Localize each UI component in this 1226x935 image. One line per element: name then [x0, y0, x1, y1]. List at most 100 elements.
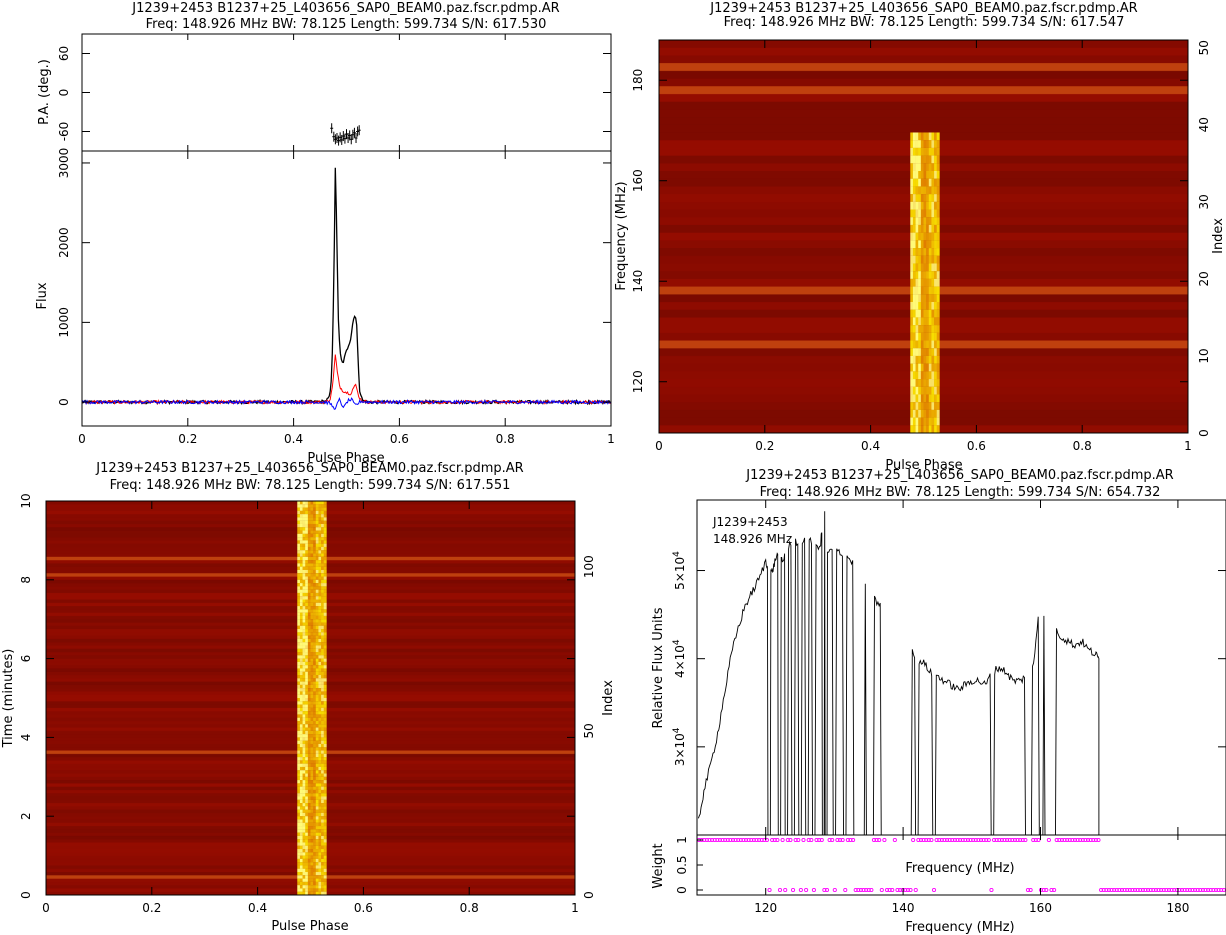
time-pulse-cell: [313, 780, 317, 784]
freq-title-line2: Freq: 148.926 MHz BW: 78.125 Length: 599…: [724, 15, 1125, 30]
time-pulse-cell: [297, 517, 301, 521]
time-ytick-label: 10: [19, 493, 33, 508]
freq-pulse-cell: [920, 232, 924, 241]
freq-pulse-cell: [915, 425, 919, 434]
weight-point: [1062, 837, 1067, 843]
time-pulse-cell: [315, 530, 319, 535]
freq-pulse-cell: [920, 248, 924, 257]
time-pulse-cell: [305, 589, 309, 594]
time-pulse-cell: [305, 793, 309, 797]
time-pulse-cell: [305, 533, 309, 538]
time-pulse-cell: [305, 671, 309, 676]
time-pulse-cell: [305, 783, 309, 787]
time-pulse-cell: [307, 766, 311, 771]
time-pulse-cell: [297, 711, 301, 715]
weight-point: [741, 837, 746, 843]
time-pulse-cell: [310, 773, 314, 778]
time-pulse-cell: [307, 510, 311, 515]
time-pulse-cell: [297, 829, 301, 833]
freq-pulse-cell: [934, 171, 938, 180]
time-pulse-cell: [323, 589, 327, 594]
time-pulse-cell: [310, 701, 314, 705]
time-pulse-cell: [305, 852, 309, 856]
weight-point: [1083, 837, 1088, 843]
time-pulse-cell: [307, 753, 311, 758]
freq-pulse-cell: [928, 255, 932, 264]
time-pulse-cell: [305, 780, 309, 784]
frequency-annotation: 148.926 MHz: [713, 532, 792, 546]
freq-pulse-cell: [912, 140, 916, 149]
time-pulse-cell: [299, 691, 303, 696]
time-pulse-cell: [315, 809, 319, 814]
freq-pulse-cell: [920, 186, 924, 195]
time-pulse-cell: [297, 678, 301, 682]
flux-ytick-label: 2000: [57, 227, 71, 258]
time-pulse-cell: [297, 714, 301, 718]
time-pulse-cell: [302, 569, 306, 574]
time-pulse-cell: [310, 507, 314, 512]
time-pulse-cell: [302, 835, 306, 840]
flux-series: [82, 167, 611, 410]
time-pulse-cell: [307, 714, 311, 718]
time-pulse-cell: [307, 648, 311, 653]
freq-pulse-cell: [934, 371, 938, 380]
time-pulse-cell: [297, 727, 301, 732]
time-pulse-cell: [323, 514, 327, 518]
time-pulse-cell: [318, 507, 322, 512]
freq-pulse-cell: [931, 355, 935, 364]
time-pulse-cell: [307, 566, 311, 571]
freq-pulse-cell: [928, 163, 932, 172]
time-pulse-cell: [307, 609, 311, 613]
time-pulse-cell: [299, 533, 303, 538]
time-pulse-cell: [302, 793, 306, 797]
time-pulse-cell: [302, 589, 306, 594]
freq-pulse-cell: [934, 425, 938, 434]
time-pulse-cell: [321, 638, 325, 643]
weight-point: [1156, 887, 1161, 893]
freq-row: [659, 55, 1188, 64]
time-pulse-cell: [321, 698, 325, 702]
time-pulse-cell: [321, 681, 325, 686]
time-pulse-cell: [299, 632, 303, 636]
time-pulse-cell: [299, 849, 303, 853]
time-pulse-cell: [315, 760, 319, 764]
weight-point: [835, 837, 840, 843]
time-pulse-cell: [299, 875, 303, 879]
time-pulse-cell: [323, 688, 327, 692]
time-pulse-cell: [318, 760, 322, 764]
time-pulse-cell: [302, 839, 306, 843]
freq-pulse-cell: [915, 371, 919, 380]
time-pulse-cell: [305, 586, 309, 590]
time-pulse-cell: [299, 553, 303, 558]
freq-pulse-cell: [920, 224, 924, 233]
time-pulse-cell: [313, 622, 317, 627]
freq-pulse-cell: [918, 140, 922, 149]
time-pulse-cell: [307, 655, 311, 659]
time-pulse-cell: [302, 638, 306, 643]
time-pulse-cell: [297, 523, 301, 528]
weight-point: [984, 837, 989, 843]
time-pulse-cell: [315, 563, 319, 567]
time-pulse-cell: [302, 652, 306, 656]
time-pulse-cell: [299, 888, 303, 893]
time-pulse-cell: [299, 793, 303, 797]
time-pulse-cell: [318, 609, 322, 613]
time-pulse-cell: [323, 819, 327, 824]
weight-point: [1125, 887, 1130, 893]
time-pulse-cell: [307, 619, 311, 623]
time-pulse-cell: [302, 540, 306, 544]
time-pulse-cell: [305, 606, 309, 610]
time-pulse-cell: [305, 770, 309, 774]
weight-point: [1080, 837, 1085, 843]
time-pulse-cell: [315, 727, 319, 732]
time-pulse-cell: [323, 642, 327, 646]
time-pulse-cell: [318, 832, 322, 837]
time-pulse-cell: [305, 760, 309, 764]
time-pulse-cell: [321, 629, 325, 633]
freq-pulse-cell: [910, 255, 914, 264]
time-pulse-cell: [305, 530, 309, 535]
freq-pulse-cell: [936, 209, 940, 218]
time-pulse-cell: [297, 750, 301, 755]
time-pulse-cell: [307, 678, 311, 682]
